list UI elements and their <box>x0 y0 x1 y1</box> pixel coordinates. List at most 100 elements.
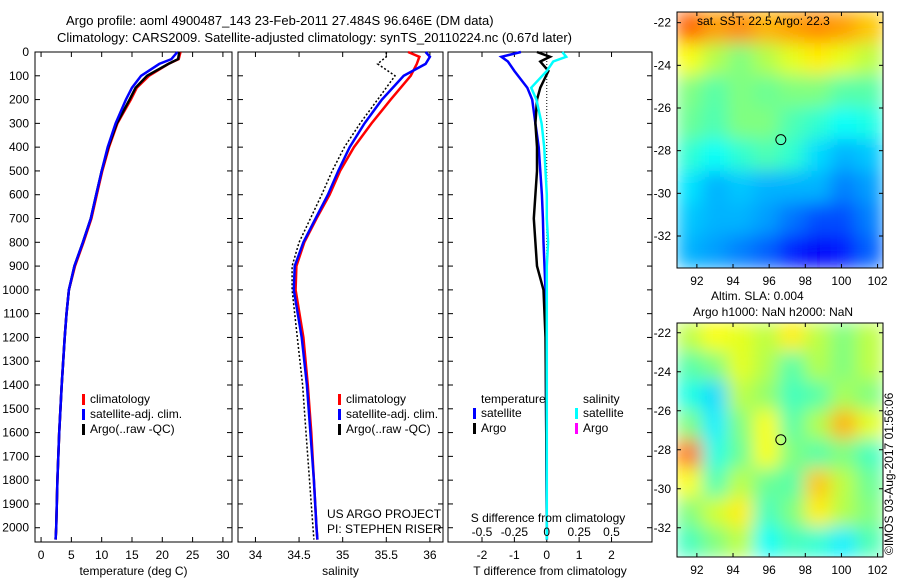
y-tick-label: 0 <box>22 45 29 59</box>
map-cell <box>779 526 807 557</box>
x-tick-label: 35 <box>336 548 350 562</box>
map-cell <box>856 497 883 529</box>
map-cell <box>830 497 859 529</box>
map-cell <box>677 526 704 557</box>
y-tick-label: 1300 <box>2 354 29 368</box>
map-cell <box>701 107 730 141</box>
map-cell <box>701 351 730 383</box>
map-cell <box>701 380 730 412</box>
map-cell <box>677 171 704 205</box>
timestamp-stamp: ©IMOS 03-Aug-2017 01:56:06 <box>882 392 896 555</box>
s-tick-label: -0.5 <box>472 525 493 539</box>
x-tick-label: 25 <box>186 548 200 562</box>
satellite-line <box>292 51 432 540</box>
lon-tick-label: 100 <box>831 274 851 288</box>
sla-map-title-2: Argo h1000: NaN h2000: NaN <box>693 305 853 319</box>
map-cell <box>779 12 807 45</box>
legend-swatch <box>575 408 578 419</box>
map-field <box>677 12 883 268</box>
lon-tick-label: 96 <box>762 563 776 577</box>
y-tick-label: 1600 <box>2 426 29 440</box>
lat-tick-label: -22 <box>654 16 672 30</box>
map-cell <box>727 235 756 268</box>
map-cell <box>727 139 756 173</box>
map-cell <box>856 439 883 471</box>
y-tick-label: 200 <box>9 93 29 107</box>
sst-map-panel: 92 94 96 98 100 102 -22 -24 -26 -28 -30 -32 <box>654 11 888 288</box>
legend-label: climatology <box>346 392 406 406</box>
y-tick-label: 300 <box>9 116 29 130</box>
x-tick-label: 0 <box>543 548 550 562</box>
map-cell <box>804 139 833 173</box>
map-cell <box>677 203 704 237</box>
x-axis-label: temperature (deg C) <box>79 564 187 578</box>
lat-tick-label: -30 <box>654 186 672 200</box>
map-cell <box>830 107 859 141</box>
map-cell <box>753 75 781 109</box>
lon-tick-label: 102 <box>868 274 888 288</box>
map-cell <box>856 468 883 500</box>
x-tick-label: 34.5 <box>287 548 311 562</box>
map-cell <box>753 526 781 557</box>
lon-tick-label: 98 <box>799 274 813 288</box>
map-cell <box>830 139 859 173</box>
lat-tick-label: -32 <box>654 521 672 535</box>
lon-tick-label: 92 <box>690 274 704 288</box>
lon-tick-label: 100 <box>831 563 851 577</box>
x-tick-label: 15 <box>125 548 139 562</box>
map-cell <box>677 468 704 500</box>
map-cell <box>753 235 781 268</box>
map-cell <box>804 439 833 471</box>
map-cell <box>701 139 730 173</box>
argo-position-marker <box>775 434 787 446</box>
map-cell <box>701 323 730 354</box>
map-cell <box>753 468 781 500</box>
map-cell <box>779 380 807 412</box>
map-cell <box>701 468 730 500</box>
map-cell <box>727 12 756 45</box>
plot-frame <box>237 51 444 543</box>
map-cell <box>804 12 833 45</box>
map-cell <box>804 43 833 77</box>
map-cell <box>804 468 833 500</box>
x-tick-label: 34 <box>249 548 263 562</box>
map-cell <box>779 75 807 109</box>
map-cell <box>830 75 859 109</box>
map-cell <box>727 439 756 471</box>
y-tick-label: 1400 <box>2 378 29 392</box>
argo-raw-dotted-line <box>291 52 397 540</box>
sla-map-title-1: Altim. SLA: 0.004 <box>711 289 804 303</box>
map-cell <box>856 351 883 383</box>
map-cell <box>753 323 781 354</box>
map-cell <box>830 203 859 237</box>
difference-panel: -2 -1 0 1 2 T difference from climatology -0.5… <box>447 50 653 578</box>
map-cell <box>804 323 833 354</box>
map-cell <box>830 43 859 77</box>
s-axis-label: S difference from climatology <box>471 511 626 525</box>
map-cell <box>779 43 807 77</box>
map-cell <box>804 235 833 268</box>
map-cell <box>779 497 807 529</box>
y-tick-label: 600 <box>9 188 29 202</box>
legend-label: Argo(..raw -QC) <box>90 422 175 436</box>
credit-text: US ARGO PROJECT <box>327 507 442 521</box>
map-cell <box>856 526 883 557</box>
map-cell <box>856 139 883 173</box>
x-tick-label: -2 <box>477 548 488 562</box>
map-cell <box>856 12 883 45</box>
map-cell <box>677 380 704 412</box>
legend-label: satellite <box>481 406 522 420</box>
map-cell <box>701 171 730 205</box>
plot-frame <box>447 51 653 543</box>
x-tick-label: 1 <box>576 548 583 562</box>
x-tick-label: 5 <box>68 548 75 562</box>
map-cell <box>753 203 781 237</box>
map-cell <box>753 139 781 173</box>
legend-title-temperature: temperature <box>481 392 546 406</box>
map-cell <box>804 526 833 557</box>
map-cell <box>701 439 730 471</box>
x-tick-label: 20 <box>156 548 170 562</box>
map-cell <box>779 323 807 354</box>
y-tick-label: 100 <box>9 69 29 83</box>
